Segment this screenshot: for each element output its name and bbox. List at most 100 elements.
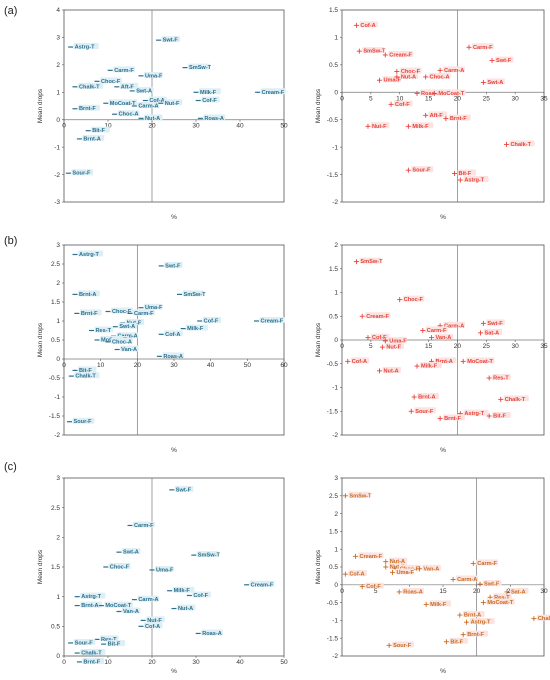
point-label: Choc-F xyxy=(112,309,132,315)
x-axis-title: % xyxy=(440,214,446,221)
x-tick-label: 25 xyxy=(483,343,491,350)
point-label-background xyxy=(382,366,402,373)
point-label: Van-A xyxy=(423,566,439,572)
point-label: SmSw-T xyxy=(189,65,212,71)
x-tick-label: 50 xyxy=(280,123,288,130)
point-label: Swt-A xyxy=(119,324,135,330)
x-tick-label: 35 xyxy=(540,95,548,102)
point-label: Astrg-T xyxy=(471,620,491,626)
point-label-background xyxy=(509,587,529,594)
data-point: Carm-A xyxy=(131,595,160,603)
y-tick-label: -1 xyxy=(54,394,60,401)
chart-5: 051015202530-2-1.5-1-0.500.511.522.53%Me… xyxy=(315,475,550,675)
data-point: SmSw-T xyxy=(356,47,386,55)
data-point: Cof-F xyxy=(186,591,211,599)
point-label: Milk-F xyxy=(430,602,447,608)
data-point: Carm-A xyxy=(450,575,478,583)
point-label-background xyxy=(111,307,133,314)
point-label-background xyxy=(417,393,439,399)
data-point: Cof-A xyxy=(158,330,183,338)
point-label: Cof-A xyxy=(349,572,364,578)
y-tick-label: 0.5 xyxy=(51,337,60,344)
point-label: Nut-A xyxy=(390,559,405,565)
x-tick-label: 15 xyxy=(439,588,447,595)
point-label-background xyxy=(137,595,160,602)
y-axis-title: Mean drops xyxy=(37,549,44,584)
point-label: Choc-A xyxy=(119,112,139,118)
x-tick-label: 5 xyxy=(369,343,373,350)
point-label: Sour-F xyxy=(72,171,91,177)
data-point: Uma-F xyxy=(138,303,163,311)
data-point: Roas-A xyxy=(414,89,442,97)
point-label: Choc-F xyxy=(401,69,421,75)
point-label-background xyxy=(201,96,220,103)
point-label-background xyxy=(486,319,505,326)
x-tick-label: 30 xyxy=(170,362,178,369)
data-point: Milk-F xyxy=(423,600,451,608)
point-label-background xyxy=(483,580,502,587)
point-label-background xyxy=(463,409,489,416)
point-label: MoCoat-T xyxy=(110,101,136,107)
data-point: Milk-F xyxy=(405,122,434,130)
x-tick-label: 20 xyxy=(134,362,142,369)
point-label: Choc-A xyxy=(430,74,450,80)
y-tick-label: -0.5 xyxy=(327,361,339,368)
data-point: Swt-A xyxy=(480,78,505,86)
point-label: Sour-F xyxy=(75,640,94,646)
point-label-background xyxy=(120,345,139,352)
y-tick-label: 0.5 xyxy=(51,624,60,631)
point-label: Carm-A xyxy=(138,597,158,603)
point-label-background xyxy=(348,570,367,577)
point-label: Sour-F xyxy=(415,409,434,415)
point-label: Sat-A xyxy=(485,330,500,336)
point-label-background xyxy=(80,649,106,656)
data-point: Van-A xyxy=(416,564,441,572)
y-axis-title: Mean drops xyxy=(315,88,322,123)
point-label-background xyxy=(146,616,165,623)
point-label: Uma-F xyxy=(389,338,407,344)
y-axis-title: Mean drops xyxy=(315,322,322,357)
point-label: Roas-A xyxy=(204,116,224,122)
point-label-background xyxy=(196,551,219,558)
y-tick-label: 1.5 xyxy=(51,564,60,571)
x-tick-label: 35 xyxy=(540,343,548,350)
point-label: Bit-F xyxy=(493,414,506,420)
point-label-background xyxy=(111,337,133,344)
y-tick-label: 1 xyxy=(334,546,338,553)
point-label: MoCoat-T xyxy=(438,91,464,97)
point-label-background xyxy=(428,111,448,118)
point-label-background xyxy=(476,559,499,566)
point-label: Cof-F xyxy=(366,584,381,590)
point-label-background xyxy=(469,618,495,625)
y-tick-label: 3 xyxy=(334,475,338,482)
x-axis-title: % xyxy=(171,668,177,675)
point-label-background xyxy=(144,71,163,78)
y-tick-label: -2 xyxy=(332,653,338,660)
point-label-background xyxy=(492,412,511,418)
x-tick-label: 20 xyxy=(454,95,462,102)
data-point: Swt-A xyxy=(112,322,137,330)
data-point: MoCoat-T xyxy=(103,99,138,107)
point-label-background xyxy=(186,324,208,331)
data-point: MoCoat-T xyxy=(431,89,466,97)
point-label: Swt-A xyxy=(123,550,139,556)
point-label: Nut-A xyxy=(401,74,416,80)
point-label: Cof-F xyxy=(372,335,387,341)
data-point: Bit-F xyxy=(72,366,97,374)
point-label-background xyxy=(162,352,185,359)
y-tick-label: 2 xyxy=(56,280,60,287)
data-point: Chalk-T xyxy=(498,395,529,403)
point-label: Roas-A xyxy=(202,631,222,637)
data-point: Sour-F xyxy=(408,407,437,415)
point-label: Brnt-F xyxy=(79,106,96,112)
data-point: Van-A xyxy=(428,333,453,341)
point-label-background xyxy=(358,552,384,559)
y-tick-label: -2 xyxy=(332,432,338,439)
point-label: Van-A xyxy=(121,347,137,353)
x-tick-label: 20 xyxy=(148,123,156,130)
data-point: SmSw-T xyxy=(353,257,383,265)
data-point: Carm-A xyxy=(437,66,465,74)
x-tick-label: 20 xyxy=(148,659,156,666)
point-label: Cof-A xyxy=(149,98,164,104)
